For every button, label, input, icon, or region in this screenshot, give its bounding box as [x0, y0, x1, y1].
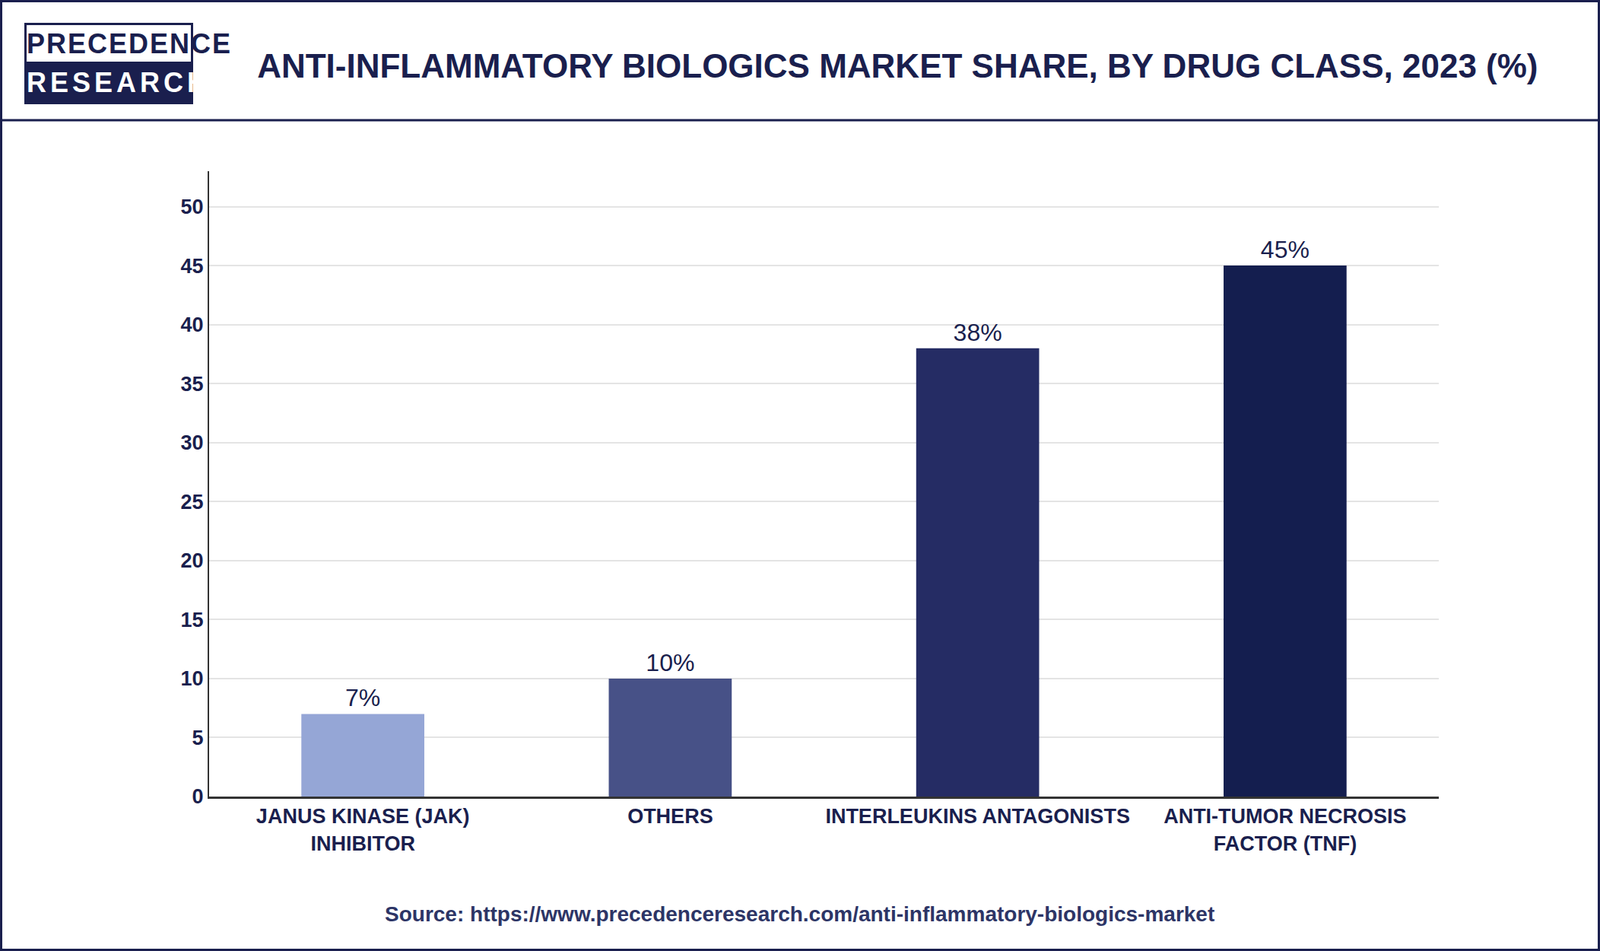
svg-text:5: 5 [192, 726, 204, 750]
svg-text:ANTI-INFLAMMATORY BIOLOGICS MA: ANTI-INFLAMMATORY BIOLOGICS MARKET SHARE… [257, 47, 1538, 85]
svg-text:INTERLEUKINS ANTAGONISTS: INTERLEUKINS ANTAGONISTS [825, 804, 1131, 828]
svg-text:OTHERS: OTHERS [627, 804, 714, 828]
svg-text:10: 10 [180, 666, 204, 690]
svg-text:JANUS KINASE (JAK)INHIBITOR: JANUS KINASE (JAK)INHIBITOR [256, 804, 470, 854]
svg-text:ANTI-TUMOR NECROSISFACTOR (TNF: ANTI-TUMOR NECROSISFACTOR (TNF) [1163, 804, 1407, 854]
svg-text:25: 25 [180, 490, 204, 514]
svg-text:35: 35 [180, 372, 204, 396]
svg-text:7%: 7% [345, 683, 381, 712]
html-text:PRECEDENCE: PRECEDENCE [26, 28, 233, 60]
svg-text:10%: 10% [645, 648, 695, 677]
svg-text:45: 45 [180, 254, 204, 278]
svg-text:50: 50 [180, 195, 204, 219]
svg-text:30: 30 [180, 431, 204, 454]
svg-text:40: 40 [180, 313, 204, 337]
svg-text:45%: 45% [1260, 235, 1310, 264]
svg-text:0: 0 [192, 784, 204, 808]
svg-text:15: 15 [180, 608, 204, 632]
svg-text:Source: https://www.precedence: Source: https://www.precedenceresearch.c… [384, 901, 1215, 926]
html-text:RESEARCH: RESEARCH [26, 66, 211, 99]
svg-text:20: 20 [180, 549, 204, 572]
svg-text:38%: 38% [953, 318, 1003, 347]
